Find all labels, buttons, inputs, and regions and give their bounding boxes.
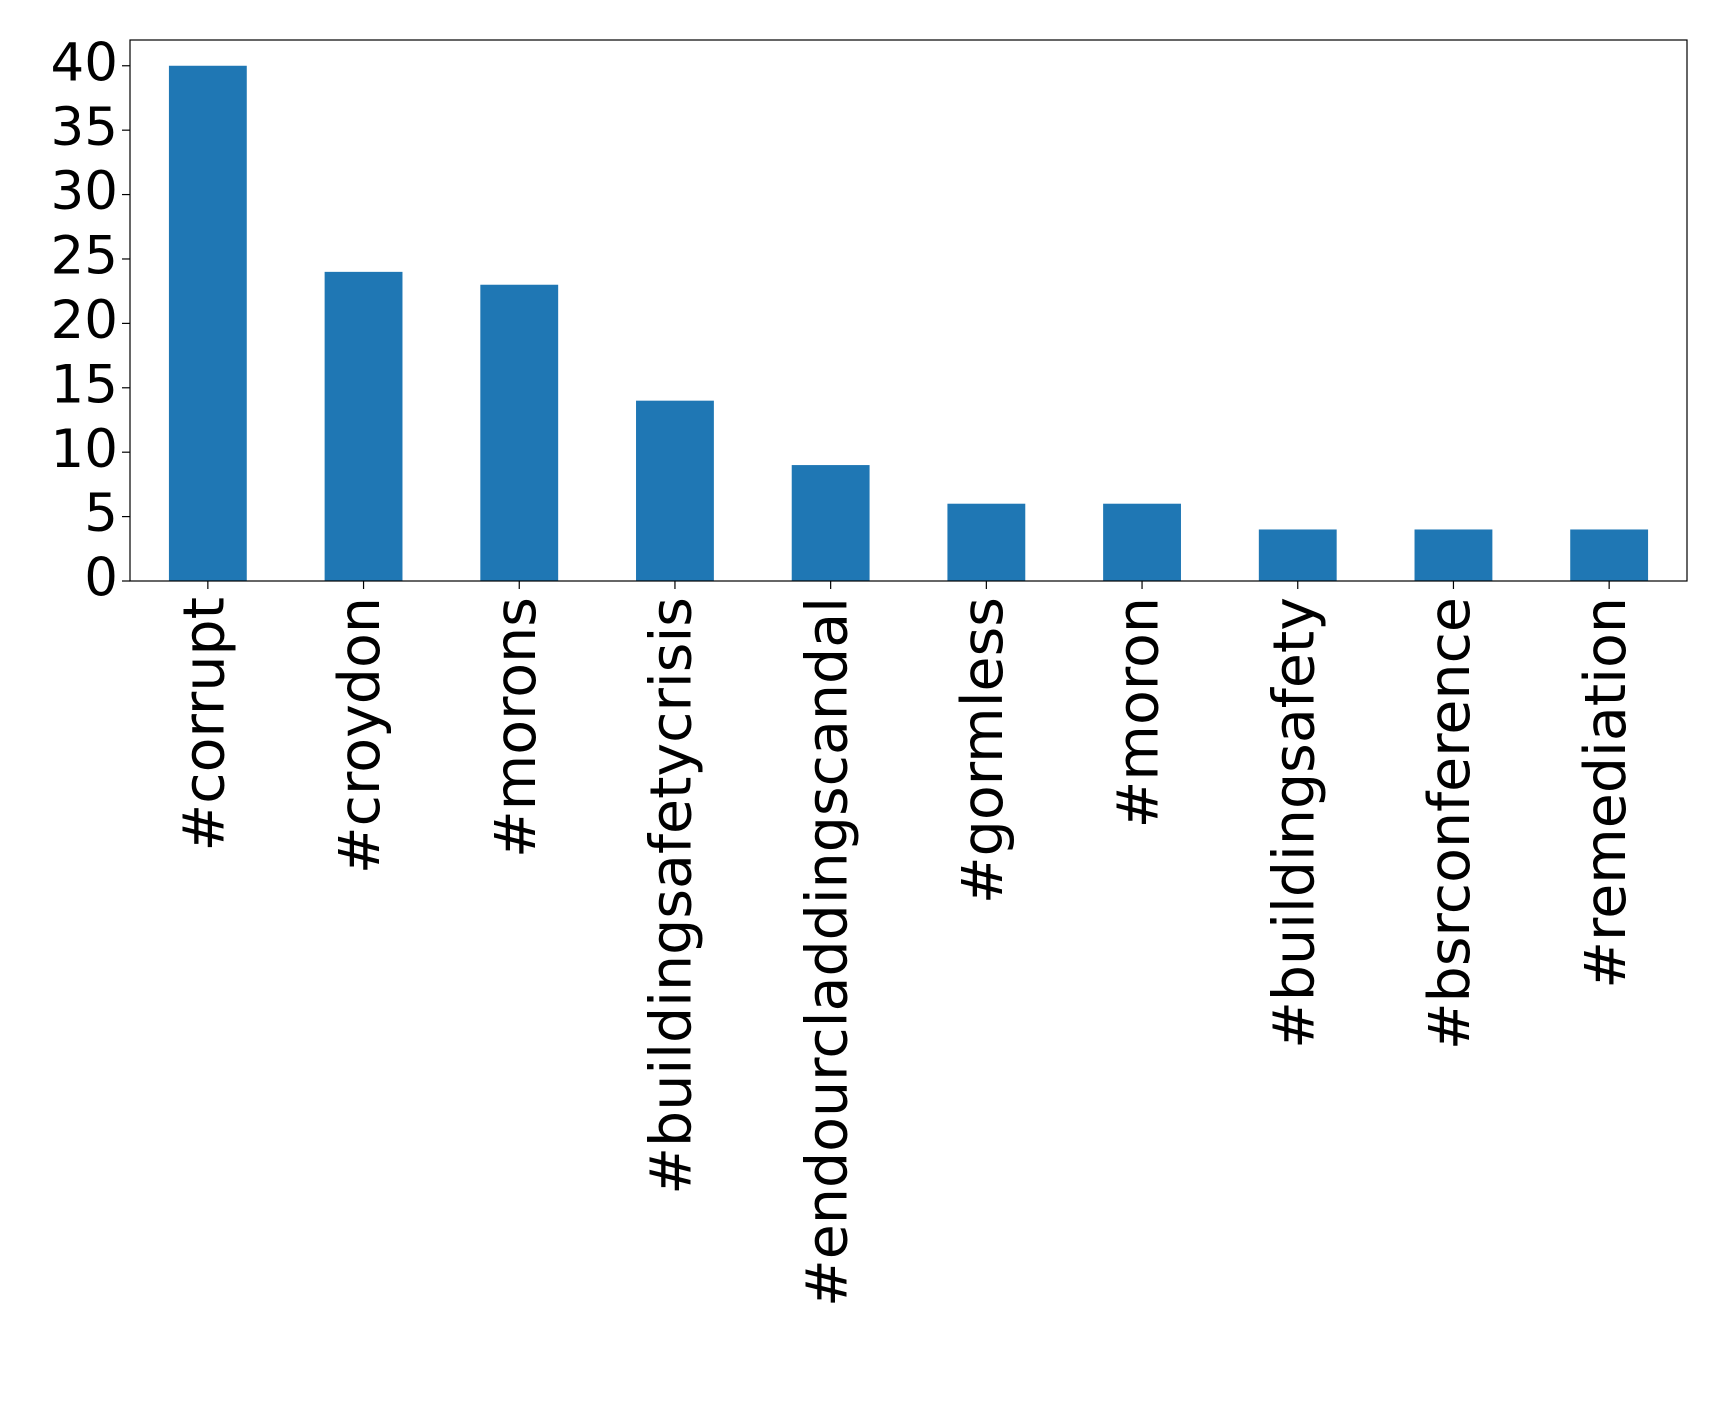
bar bbox=[1103, 503, 1181, 581]
y-tick-label: 35 bbox=[51, 97, 118, 158]
y-tick-label: 0 bbox=[84, 548, 118, 609]
bar bbox=[168, 65, 247, 581]
bar bbox=[636, 400, 714, 581]
x-tick-label: #remediation bbox=[1573, 597, 1639, 989]
y-tick-label: 15 bbox=[51, 354, 118, 415]
x-tick-label: #gormless bbox=[950, 597, 1016, 904]
y-tick-label: 40 bbox=[51, 32, 118, 93]
y-tick-label: 25 bbox=[51, 226, 118, 287]
bar bbox=[324, 271, 403, 581]
x-tick-label: #corrupt bbox=[171, 597, 237, 852]
y-tick-label: 5 bbox=[84, 483, 118, 544]
x-tick-label: #bsrconference bbox=[1417, 597, 1483, 1050]
bar bbox=[1570, 529, 1649, 581]
plot-frame bbox=[129, 39, 1688, 582]
bar bbox=[480, 284, 559, 581]
x-tick-label: #croydon bbox=[327, 597, 393, 874]
bar bbox=[1258, 529, 1337, 581]
y-tick-label: 20 bbox=[51, 290, 118, 351]
x-tick-label: #moron bbox=[1106, 597, 1172, 828]
x-tick-label: #buildingsafety bbox=[1261, 597, 1327, 1049]
y-tick-label: 10 bbox=[51, 419, 118, 480]
x-tick-label: #morons bbox=[483, 597, 549, 858]
bar bbox=[1414, 529, 1493, 581]
x-tick-label: #endourcladdingscandal bbox=[794, 597, 860, 1307]
bar bbox=[947, 503, 1026, 581]
x-tick-label: #buildingsafetycrisis bbox=[639, 597, 705, 1195]
bar bbox=[791, 465, 870, 581]
y-tick-label: 30 bbox=[51, 161, 118, 222]
